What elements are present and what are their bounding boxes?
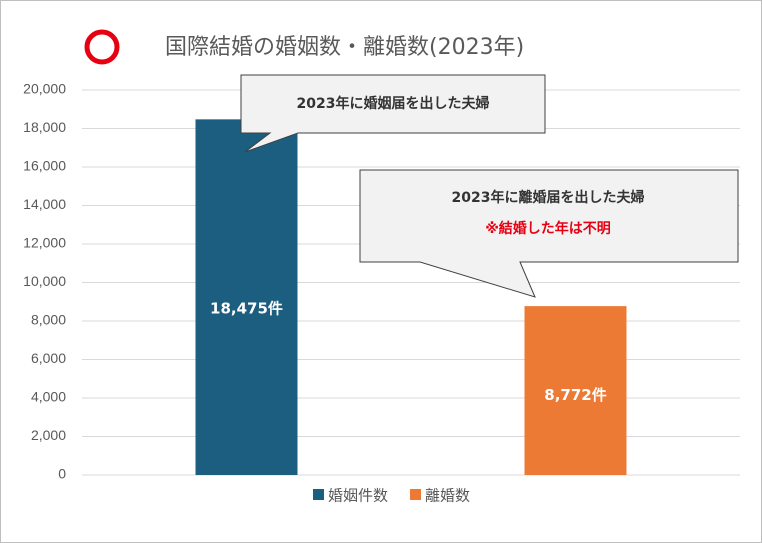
y-tick-label: 8,000 (31, 312, 66, 328)
y-tick-label: 6,000 (31, 350, 66, 366)
chart-title: 国際結婚の婚姻数・離婚数(2023年) (165, 35, 524, 60)
y-tick-label: 0 (58, 466, 66, 482)
y-tick-label: 16,000 (23, 158, 66, 174)
y-tick-label: 18,000 (23, 119, 66, 135)
legend-label: 婚姻件数 (328, 487, 388, 505)
y-tick-label: 2,000 (31, 427, 66, 443)
y-tick-label: 4,000 (31, 389, 66, 405)
circle-icon (84, 29, 120, 65)
data-label: 8,772件 (544, 386, 606, 404)
y-tick-label: 12,000 (23, 235, 66, 251)
annotation: ※結婚した年は不明 (485, 220, 611, 237)
data-label: 18,475件 (210, 300, 283, 318)
bar (524, 306, 627, 475)
annotation: 2023年に離婚届を出した夫婦 (452, 189, 645, 206)
bar (195, 119, 298, 475)
legend-swatch (410, 489, 422, 500)
y-tick-label: 10,000 (23, 273, 66, 289)
y-tick-label: 20,000 (23, 81, 66, 97)
callout-box (359, 169, 739, 298)
y-tick-label: 14,000 (23, 196, 66, 212)
legend-swatch (313, 489, 324, 500)
annotation: 2023年に婚姻届を出した夫婦 (297, 95, 490, 112)
callout-box (240, 74, 546, 153)
legend-label: 離婚数 (425, 487, 470, 505)
